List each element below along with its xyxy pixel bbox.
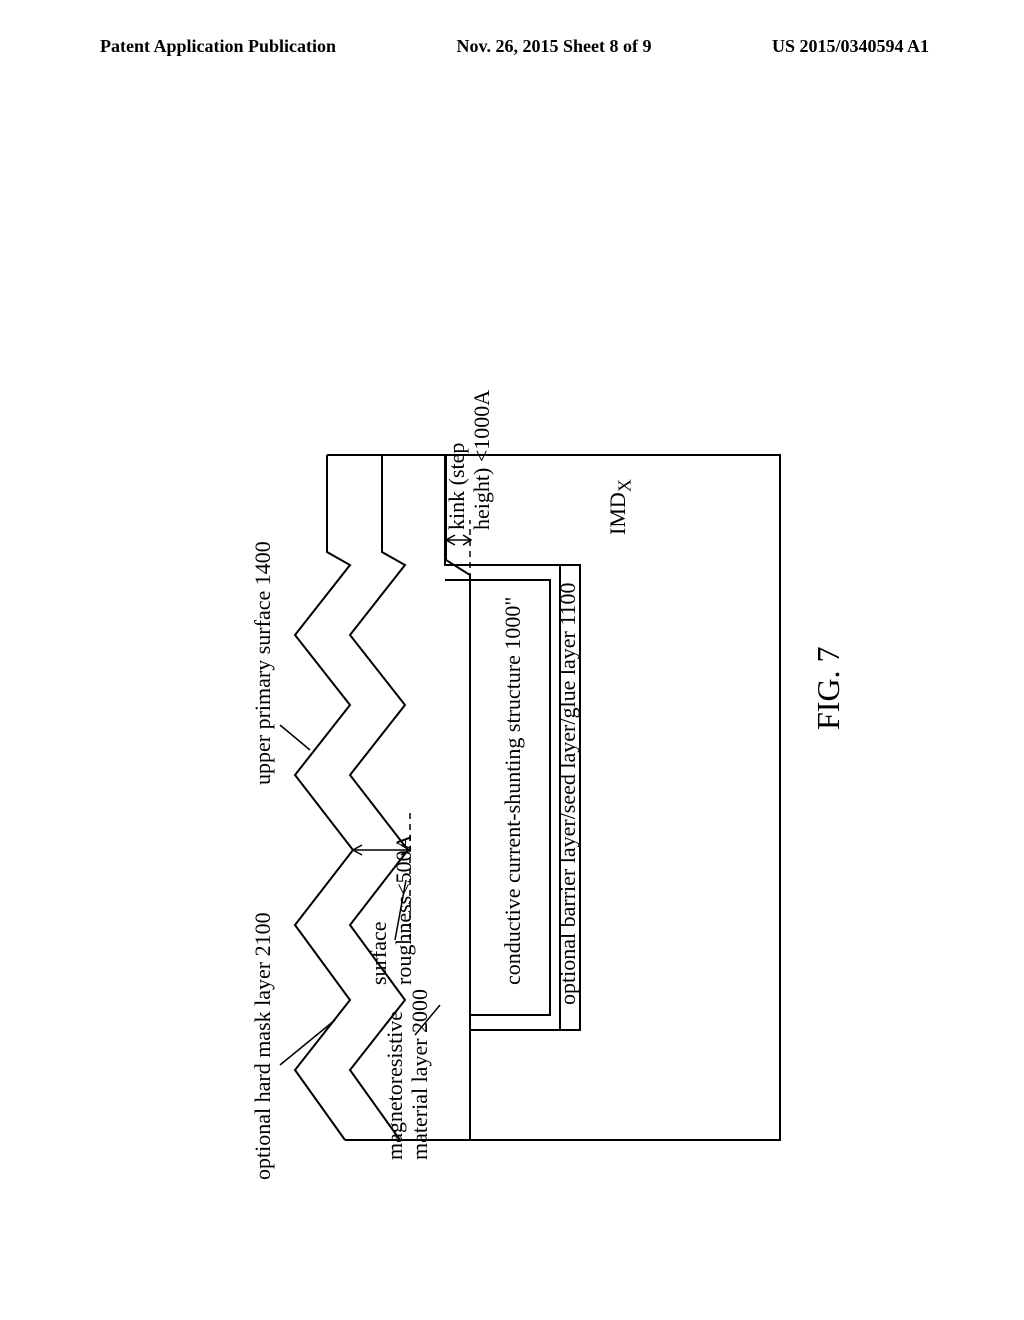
label-imd: IMDX	[605, 479, 635, 535]
label-kink: kink (step height) <1000A	[444, 380, 495, 530]
label-mag-layer: magnetoresistive material layer 2000	[382, 989, 433, 1160]
label-rough-line2: roughness<500A	[391, 834, 416, 985]
barrier-inner	[445, 580, 550, 1015]
label-rough-line1: surface	[366, 921, 391, 985]
label-hard-mask: optional hard mask layer 2100	[250, 912, 275, 1180]
layer-diagram: optional hard mask layer 2100 upper prim…	[150, 420, 790, 1180]
imd-outline	[445, 455, 780, 1140]
label-mag-line2: material layer 2000	[407, 989, 432, 1160]
figure-area: optional hard mask layer 2100 upper prim…	[110, 160, 910, 1180]
header-right: US 2015/0340594 A1	[772, 36, 929, 57]
leader-upper-surface	[280, 725, 310, 750]
page-header: Patent Application Publication Nov. 26, …	[0, 36, 1024, 57]
label-barrier: optional barrier layer/seed layer/glue l…	[555, 582, 580, 1005]
hardmask-top-zigzag	[295, 455, 353, 1140]
figure-rotated-wrap: optional hard mask layer 2100 upper prim…	[110, 160, 910, 1180]
figure-caption: FIG. 7	[810, 646, 847, 730]
label-imd-sub: X	[614, 479, 634, 492]
header-left: Patent Application Publication	[100, 36, 336, 57]
label-roughness: surface roughness<500A	[366, 834, 417, 985]
label-imd-text: IMD	[605, 492, 630, 535]
layer-svg	[150, 420, 790, 1180]
label-shunting: conductive current-shunting structure 10…	[500, 597, 525, 985]
label-upper-surface: upper primary surface 1400	[250, 541, 275, 785]
leader-hardmask	[280, 1020, 335, 1065]
mag-bottom	[446, 455, 470, 1140]
header-center: Nov. 26, 2015 Sheet 8 of 9	[457, 36, 652, 57]
label-mag-line1: magnetoresistive	[382, 1011, 407, 1160]
